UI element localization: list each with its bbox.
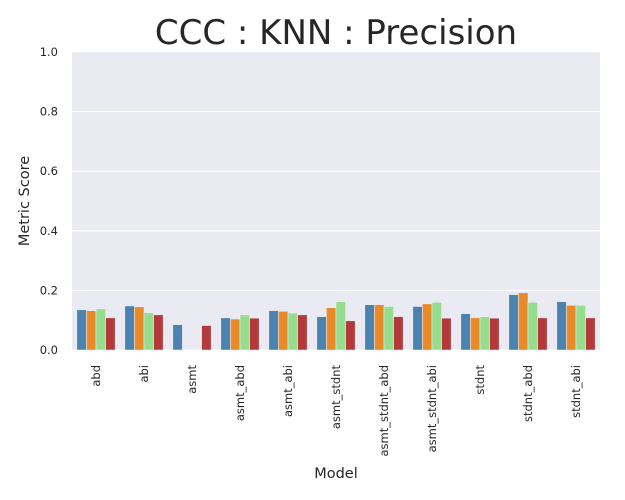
- x-tick-label: abi: [137, 365, 151, 383]
- bar: [95, 308, 106, 351]
- bar: [470, 317, 481, 351]
- bar: [278, 310, 289, 351]
- bar: [230, 318, 241, 351]
- bar: [374, 304, 385, 351]
- bar: [201, 325, 212, 351]
- bar: [268, 310, 279, 351]
- bar: [422, 303, 433, 351]
- bar: [383, 306, 394, 351]
- bar: [527, 302, 538, 351]
- bar: [489, 317, 500, 351]
- bar: [460, 313, 471, 351]
- bar: [441, 317, 452, 351]
- bar: [585, 317, 596, 351]
- bar: [143, 312, 154, 351]
- bar: [393, 316, 404, 351]
- bar: [335, 301, 346, 351]
- y-tick-label: 0.6: [40, 164, 58, 178]
- bar: [287, 312, 298, 351]
- bar: [297, 314, 308, 351]
- x-tick-label: asmt_abd: [233, 365, 247, 421]
- x-tick-labels: abd abi asmt asmt_abd asmt_abi asmt_stdnt asmt…: [89, 365, 583, 457]
- bar: [508, 294, 519, 351]
- bars: [76, 292, 596, 351]
- bar: [345, 320, 356, 351]
- x-axis-label: Model: [314, 466, 358, 482]
- x-tick-label: asmt_stdnt: [329, 365, 343, 430]
- bar: [518, 292, 529, 351]
- bar: [326, 307, 337, 351]
- bar: [220, 317, 231, 351]
- bar: [364, 304, 375, 351]
- bar: [105, 317, 116, 351]
- y-tick-labels: 0.0 0.2 0.4 0.6 0.8 1.0: [40, 45, 58, 357]
- x-tick-label: asmt_stdnt_abd: [377, 365, 391, 457]
- chart-title: CCC : KNN : Precision: [155, 13, 517, 53]
- y-tick-label: 0.4: [40, 224, 58, 238]
- bar: [134, 306, 145, 351]
- bar: [249, 317, 260, 351]
- x-tick-label: abd: [89, 365, 103, 387]
- y-axis-label: Metric Score: [17, 156, 33, 246]
- x-tick-label: stdnt_abd: [521, 365, 535, 422]
- bar: [566, 304, 577, 351]
- x-tick-label: stdnt_abi: [569, 365, 583, 418]
- x-tick-label: asmt_stdnt_abi: [425, 365, 439, 452]
- bar: [124, 305, 135, 351]
- bar: [575, 304, 586, 351]
- bar: [431, 302, 442, 351]
- bar: [479, 316, 490, 351]
- bar: [76, 309, 87, 351]
- bar: [86, 310, 97, 351]
- x-tick-label: asmt_abi: [281, 365, 295, 417]
- bar: [316, 316, 327, 351]
- y-tick-label: 0.0: [40, 343, 58, 357]
- bar: [556, 301, 567, 351]
- y-tick-label: 0.2: [40, 283, 58, 297]
- bar: [239, 314, 250, 351]
- bar: [153, 314, 164, 351]
- x-tick-label: asmt: [185, 365, 199, 394]
- bar: [537, 317, 548, 351]
- y-tick-label: 0.8: [40, 105, 58, 119]
- y-tick-label: 1.0: [40, 45, 58, 59]
- bar: [412, 306, 423, 351]
- x-tick-label: stdnt: [473, 365, 487, 395]
- bar: [172, 324, 183, 351]
